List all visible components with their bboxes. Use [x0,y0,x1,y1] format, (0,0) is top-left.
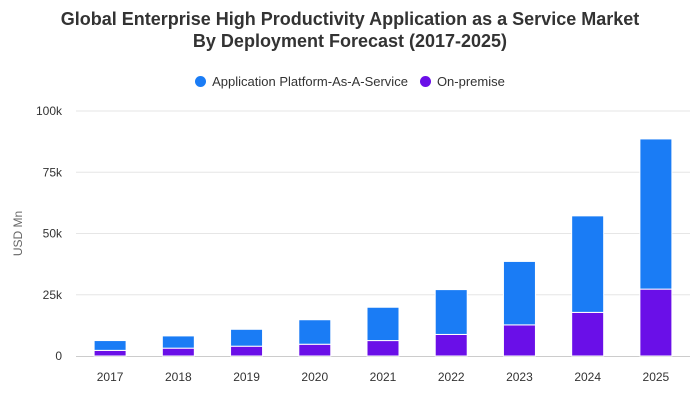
x-tick-label: 2025 [643,370,670,384]
legend-marker-on-premise [419,76,431,87]
chart-title-line-1: Global Enterprise High Productivity Appl… [60,9,640,29]
y-axis-title: USD Mn [11,211,25,256]
legend-label-on-premise: On-premise [436,74,505,89]
x-tick-label: 2020 [301,370,328,384]
bar-on-premise-2021 [366,340,400,357]
y-tick-label: 25k [43,288,63,302]
bar-on-premise-2020 [298,343,332,357]
bar-paas-2022 [434,289,468,335]
x-tick-label: 2017 [97,370,124,384]
y-tick-label: 50k [43,227,63,241]
legend-item-on-premise[interactable]: On-premise [419,74,505,89]
legend-item-paas[interactable]: Application Platform-As-A-Service [195,74,408,89]
bar-paas-2017 [93,340,127,351]
bar-on-premise-2022 [434,333,468,357]
x-tick-label: 2018 [165,370,192,384]
x-tick-label: 2019 [233,370,260,384]
bar-on-premise-2018 [161,347,195,357]
y-tick-label: 75k [43,165,63,179]
chart-title: Global Enterprise High Productivity Appl… [0,8,700,52]
chart-title-line-2: By Deployment Forecast (2017-2025) [192,31,508,51]
bar-on-premise-2025 [639,288,673,357]
bar-paas-2018 [161,335,195,349]
bar-paas-2023 [502,260,536,326]
bar-paas-2024 [571,215,605,313]
bar-paas-2025 [639,138,673,290]
bar-paas-2020 [298,319,332,345]
bar-on-premise-2024 [571,311,605,357]
x-tick-label: 2023 [506,370,533,384]
chart-legend: Application Platform-As-A-Service On-pre… [0,74,700,89]
x-tick-label: 2022 [438,370,465,384]
bar-paas-2019 [230,328,264,347]
y-tick-label: 0 [55,349,62,363]
legend-label-paas: Application Platform-As-A-Service [212,74,408,89]
bar-on-premise-2019 [230,345,264,357]
x-tick-label: 2024 [574,370,601,384]
legend-marker-paas [195,76,207,87]
bar-paas-2021 [366,306,400,342]
bar-on-premise-2017 [93,349,127,357]
y-tick-label: 100k [36,104,63,118]
bar-on-premise-2023 [502,324,536,357]
x-tick-label: 2021 [370,370,397,384]
